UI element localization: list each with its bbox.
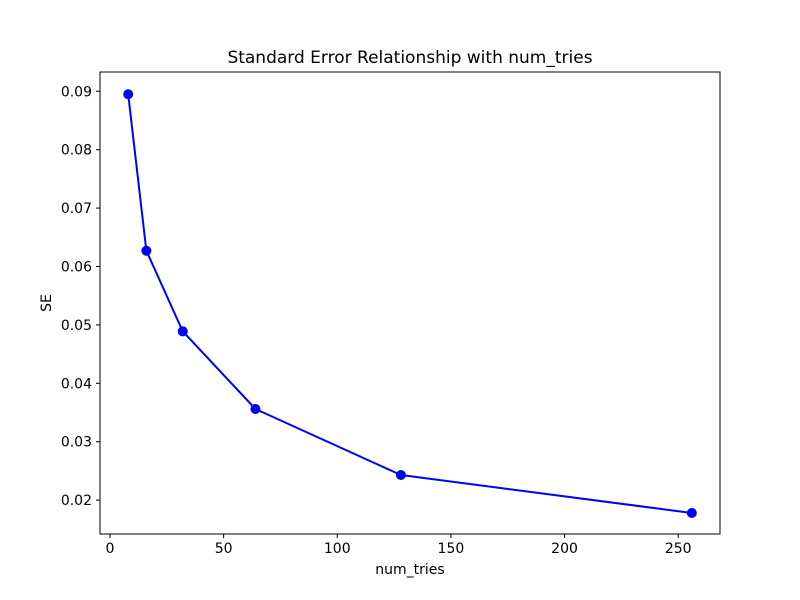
x-tick-label: 0 [106,541,115,557]
y-tick-label: 0.09 [61,84,92,100]
y-tick-label: 0.03 [61,435,92,451]
data-point [123,89,134,100]
x-axis-label: num_tries [375,562,445,578]
x-tick-label: 150 [438,541,465,557]
y-axis-label: SE [39,294,55,312]
plot-area [99,71,721,535]
data-line [127,94,692,514]
x-tick-label: 200 [551,541,578,557]
x-tick-label: 250 [665,541,692,557]
y-tick-label: 0.04 [61,376,92,392]
data-point [141,245,152,256]
y-tick-label: 0.05 [61,318,92,334]
chart-title: Standard Error Relationship with num_tri… [227,48,593,68]
x-tick-label: 100 [324,541,351,557]
data-point [395,470,406,481]
y-tick-label: 0.08 [61,143,92,159]
data-point [250,404,261,415]
y-tick-label: 0.02 [61,493,92,509]
y-tick-label: 0.06 [61,259,92,275]
data-point [177,326,188,337]
x-tick-label: 50 [215,541,233,557]
y-tick-label: 0.07 [61,201,92,217]
data-point [686,507,697,518]
